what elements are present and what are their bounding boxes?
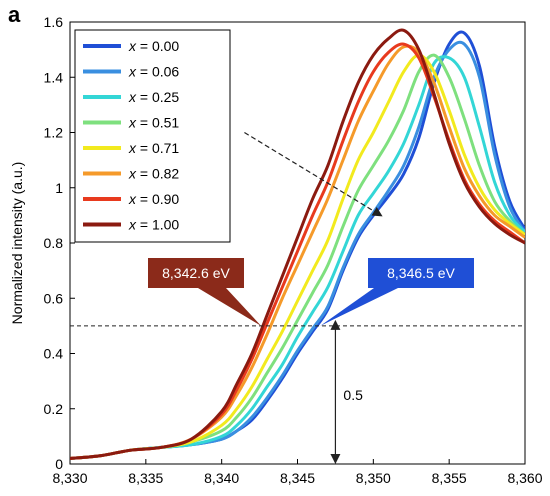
x-tick-label: 8,345	[280, 470, 315, 486]
legend-label: x = 0.71	[128, 140, 179, 156]
y-tick-label: 1.6	[44, 14, 64, 30]
callout-box-left	[148, 258, 262, 326]
x-tick-label: 8,340	[204, 470, 239, 486]
y-tick-label: 0.8	[44, 235, 64, 251]
legend-label: x = 1.00	[128, 217, 179, 233]
y-tick-label: 0.6	[44, 290, 64, 306]
series-line	[70, 28, 525, 460]
x-tick-label: 8,355	[432, 470, 467, 486]
series-line	[70, 53, 525, 460]
y-tick-label: 0.4	[44, 346, 64, 362]
trend-arrow	[244, 131, 383, 217]
legend-label: x = 0.82	[128, 166, 179, 182]
legend-label: x = 0.51	[128, 115, 179, 131]
y-axis-label: Normalized intensity (a.u.)	[9, 162, 25, 325]
legend-label: x = 0.06	[128, 64, 179, 80]
x-tick-label: 8,335	[128, 470, 163, 486]
panel-label: a	[8, 2, 21, 27]
x-tick-label: 8,360	[507, 470, 542, 486]
x-tick-label: 8,330	[52, 470, 87, 486]
y-tick-label: 1.4	[44, 69, 64, 85]
legend-label: x = 0.90	[128, 191, 179, 207]
legend-box	[74, 29, 231, 243]
y-tick-label: 0	[55, 456, 63, 472]
series-line	[70, 55, 525, 460]
callout-label-left: 8,342.6 eV	[162, 265, 230, 281]
legend-label: x = 0.25	[128, 89, 179, 105]
y-tick-label: 1	[55, 180, 63, 196]
y-tick-label: 1.2	[44, 125, 64, 141]
x-tick-label: 8,350	[356, 470, 391, 486]
callout-label-right: 8,346.5 eV	[387, 265, 455, 281]
legend-label: x = 0.00	[128, 38, 179, 54]
callout-box-right	[320, 258, 474, 326]
half-height-label: 0.5	[343, 387, 363, 403]
y-tick-label: 0.2	[44, 401, 64, 417]
